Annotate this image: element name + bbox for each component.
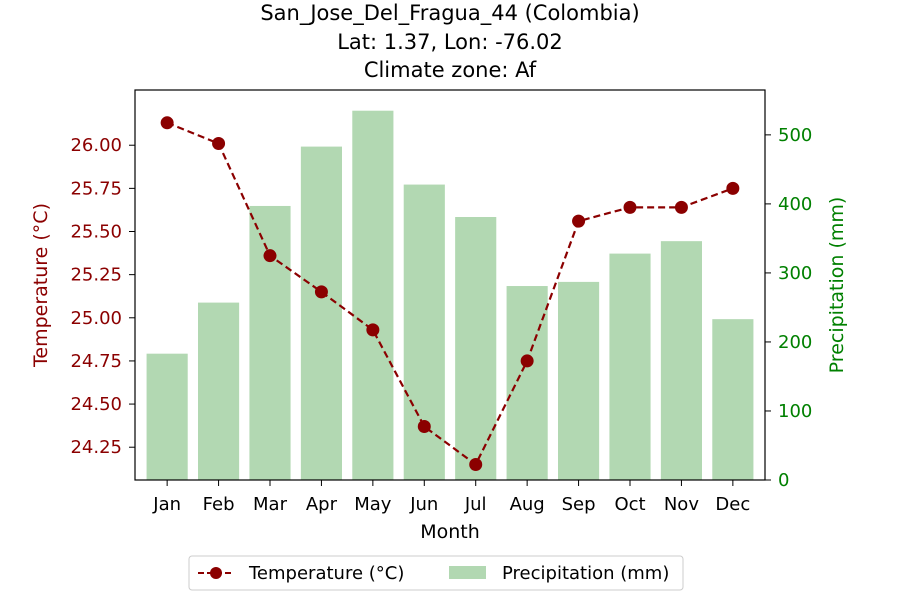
precipitation-bar-aug [506, 286, 548, 480]
x-tick-label-sep: Sep [562, 494, 596, 515]
temperature-point-aug [520, 354, 534, 368]
precipitation-bar-feb [198, 302, 240, 480]
y-axis-left-label: Temperature (°C) [30, 203, 52, 368]
temperature-point-jan [160, 116, 174, 130]
x-tick-label-jun: Jun [409, 494, 438, 515]
y-left-tick-label: 24.50 [70, 394, 122, 415]
precipitation-bar-jul [455, 217, 497, 480]
temperature-point-nov [674, 200, 688, 214]
x-axis-label: Month [420, 521, 480, 543]
temperature-point-jun [417, 420, 431, 434]
temperature-point-apr [314, 285, 328, 299]
chart-title: San_Jose_Del_Fragua_44 (Colombia) Lat: 1… [260, 1, 639, 82]
temperature-point-oct [623, 200, 637, 214]
y-left-tick-label: 26.00 [70, 135, 122, 156]
y-left-tick-label: 25.00 [70, 308, 122, 329]
x-tick-label-dec: Dec [715, 494, 750, 515]
x-tick-label-aug: Aug [510, 494, 545, 515]
legend-precipitation-label: Precipitation (mm) [502, 563, 669, 584]
precipitation-bar-apr [300, 146, 342, 480]
x-tick-label-feb: Feb [203, 494, 235, 515]
y-right-tick-label: 100 [778, 401, 812, 422]
legend-temperature-marker [210, 567, 222, 579]
precipitation-bar-may [352, 110, 394, 481]
legend-precipitation-swatch [449, 566, 486, 579]
precipitation-bar-mar [249, 205, 291, 480]
y-axis-left: 24.25 24.50 24.75 25.00 25.25 25.50 25.75 26.00 [70, 135, 135, 458]
y-right-tick-label: 0 [778, 470, 789, 491]
y-left-tick-label: 24.75 [70, 351, 122, 372]
temperature-point-may [366, 323, 380, 337]
plot-frame [134, 89, 766, 481]
y-left-tick-label: 25.25 [70, 265, 122, 286]
y-right-tick-label: 300 [778, 263, 812, 284]
precipitation-bars [146, 110, 754, 481]
precipitation-bar-nov [660, 241, 702, 480]
chart-title-line-3: Climate zone: Af [364, 58, 537, 82]
x-axis: Jan Feb Mar Apr May Jun Jul Aug Sep Oct Nov Dec [152, 480, 750, 515]
x-tick-label-nov: Nov [664, 494, 699, 515]
x-tick-label-oct: Oct [614, 494, 645, 515]
temperature-point-mar [263, 249, 277, 263]
precipitation-bar-sep [558, 281, 600, 480]
temperature-series-line [166, 121, 734, 467]
x-tick-label-apr: Apr [306, 494, 338, 515]
temperature-point-jul [469, 457, 483, 471]
y-right-tick-label: 400 [778, 194, 812, 215]
y-left-tick-label: 25.50 [70, 222, 122, 243]
y-axis-right-label: Precipitation (mm) [826, 197, 848, 374]
temperature-point-dec [726, 181, 740, 195]
precipitation-bar-dec [712, 319, 754, 480]
x-tick-label-may: May [354, 494, 392, 515]
y-left-tick-label: 25.75 [70, 178, 122, 199]
temperature-point-sep [572, 214, 586, 228]
x-tick-label-jul: Jul [464, 494, 487, 515]
chart-title-line-2: Lat: 1.37, Lon: -76.02 [337, 30, 563, 54]
y-right-tick-label: 500 [778, 125, 812, 146]
y-left-tick-label: 24.25 [70, 437, 122, 458]
legend-box [188, 555, 684, 591]
temperature-line [160, 116, 740, 471]
precipitation-bar-jun [403, 184, 445, 480]
y-axis-right: 0 100 200 300 400 500 [765, 125, 812, 491]
temperature-point-feb [212, 136, 226, 150]
x-tick-label-jan: Jan [152, 494, 181, 515]
precipitation-bar-oct [609, 253, 651, 480]
legend: Temperature (°C) Precipitation (mm) [188, 555, 684, 591]
legend-temperature-label: Temperature (°C) [248, 563, 404, 584]
precipitation-bar-jan [146, 353, 188, 480]
x-tick-label-mar: Mar [253, 494, 288, 515]
y-right-tick-label: 200 [778, 332, 812, 353]
chart-title-line-1: San_Jose_Del_Fragua_44 (Colombia) [260, 1, 639, 26]
